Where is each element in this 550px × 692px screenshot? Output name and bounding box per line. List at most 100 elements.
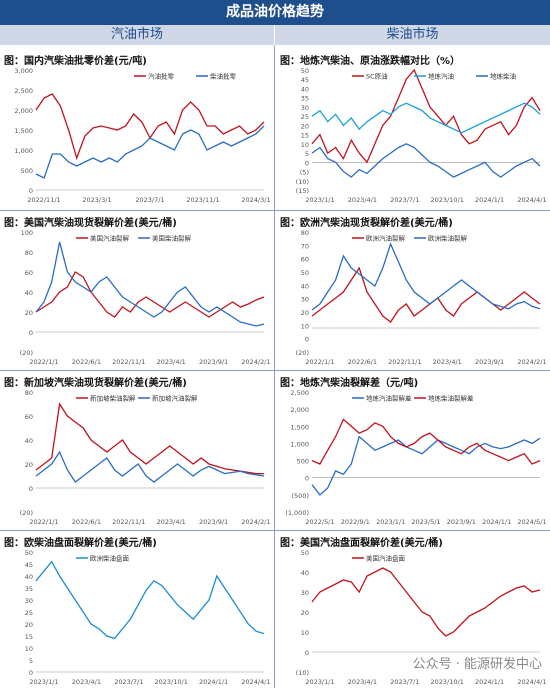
chart-title: 图：国内汽柴油批零价差(元/吨) (4, 56, 147, 67)
y-tick-label: 40 (301, 569, 309, 577)
series-line-0 (35, 93, 265, 161)
y-tick-label: 40 (25, 437, 33, 445)
x-tick-label: 2022/6/1 (72, 358, 101, 366)
series-line-2 (311, 143, 541, 178)
y-tick-label: 2,500 (290, 389, 309, 397)
y-tick-label: 5 (29, 657, 33, 665)
y-tick-label: 10 (301, 322, 309, 330)
x-tick-label: 2024/4/1 (241, 678, 270, 686)
x-tick-label: 2023/10/1 (431, 196, 464, 204)
legend-label: 欧洲汽油裂解 (366, 234, 406, 243)
chart-panel-p5: 图：新加坡汽柴油现货裂解价差(美元/桶) (20) 0 20 40 60 80 2022/1/… (0, 372, 274, 532)
x-tick-label: 2024/5/1 (517, 518, 546, 526)
y-tick-label: 0 (305, 475, 309, 483)
legend-label: 新加坡柴油裂解 (90, 394, 136, 403)
page-title: 成品油价格趋势 (0, 0, 550, 25)
y-tick-label: 20 (25, 621, 33, 629)
series-line-0 (311, 68, 541, 164)
legend-label: 地炼柴油 (490, 72, 516, 81)
legend-label: 汽油批零 (148, 72, 175, 81)
chart-title: 图：美国汽柴油现货裂解价差(美元/桶) (4, 218, 177, 229)
row-divider (0, 530, 550, 531)
x-tick-label: 2023/10/1 (431, 678, 464, 686)
y-tick-label: 20 (301, 309, 309, 317)
x-tick-label: 2022/1/1 (29, 358, 58, 366)
series-line-1 (311, 102, 541, 134)
row-divider (0, 210, 550, 211)
y-tick-label: (500) (292, 492, 309, 500)
y-tick-label: 30 (301, 104, 309, 112)
chart-panel-p2: 图：地炼汽柴油、原油涨跌幅对比（%） (15) (10) (5) 0 5 10 15 20 25 3… (276, 50, 550, 210)
y-tick-label: 45 (301, 76, 309, 84)
chart-title: 图：美国汽油盘面裂解价差(美元/桶) (280, 538, 443, 549)
series-line-0 (35, 402, 264, 475)
y-tick-label: 40 (25, 573, 33, 581)
y-tick-label: (20) (296, 349, 309, 357)
y-tick-label: 35 (301, 95, 309, 103)
legend-label: 地炼汽油 (428, 72, 454, 81)
series-line-1 (35, 450, 265, 483)
y-tick-label: 10 (301, 141, 309, 149)
line-chart: (20) 0 10 20 30 40 50 60 70 80 2022/1/1 2022/6/1 202… (296, 229, 547, 366)
x-tick-label: 2023/4/1 (433, 358, 462, 366)
x-tick-label: 2023/1/1 (305, 678, 334, 686)
y-tick-label: 50 (301, 549, 309, 557)
x-tick-label: 2023/1/1 (376, 518, 405, 526)
chart-title: 图：地炼汽柴油、原油涨跌幅对比（%） (280, 56, 461, 67)
y-tick-label: 35 (25, 585, 33, 593)
x-tick-label: 2024/1/1 (199, 678, 228, 686)
line-chart: (20) 0 20 40 60 80 100 2022/1/1 2022/6/1 2022/11/… (20, 229, 271, 366)
legend-label: 地炼汽油裂解差 (366, 394, 412, 403)
y-tick-label: 3,000 (14, 67, 33, 75)
legend-label: 欧洲柴油盘面 (90, 554, 130, 563)
y-tick-label: 80 (301, 229, 309, 237)
y-tick-label: (5) (300, 169, 309, 177)
x-tick-label: 2022/9/1 (341, 518, 370, 526)
y-tick-label: 50 (301, 269, 309, 277)
legend-label: 柴油批零 (210, 72, 237, 81)
line-chart: (20) 0 20 40 60 80 2022/1/1 2022/6/1 2022/11/1 20… (20, 389, 271, 526)
x-tick-label: 2024/2/1 (517, 358, 546, 366)
x-tick-label: 2022/1/1 (305, 358, 334, 366)
x-tick-label: 2024/1/1 (475, 678, 504, 686)
y-tick-label: 30 (301, 589, 309, 597)
legend-label: 美国汽油裂解 (90, 234, 130, 243)
y-tick-label: 1,000 (290, 440, 309, 448)
y-tick-label: 1,500 (290, 423, 309, 431)
y-tick-label: 2,000 (14, 107, 33, 115)
series-line-1 (35, 125, 265, 179)
line-chart: (1,000) (500) 0 500 1,000 1,500 2,000 2,500 2022… (285, 389, 546, 526)
y-tick-label: 0 (29, 669, 33, 677)
chart-title: 图：欧柴油盘面裂解价差(美元/桶) (4, 538, 157, 549)
line-chart: (10) 0 10 20 30 40 50 2023/1/1 2023/4/1 2023/7/1 2… (296, 549, 547, 686)
x-tick-label: 2024/4/1 (517, 678, 546, 686)
y-tick-label: 50 (301, 67, 309, 75)
y-tick-label: 0 (29, 329, 33, 337)
legend-label: 新加坡汽油裂解 (152, 394, 198, 403)
y-tick-label: 70 (301, 242, 309, 250)
y-tick-label: 20 (25, 309, 33, 317)
chart-panel-p1: 图：国内汽柴油批零价差(元/吨) 0 500 1,000 1,500 2,000 2,500… (0, 50, 274, 210)
chart-panel-p3: 图：美国汽柴油现货裂解价差(美元/桶) (20) 0 20 40 60 80 100 2022/… (0, 212, 274, 372)
x-tick-label: 2023/4/1 (157, 518, 186, 526)
y-tick-label: (15) (296, 187, 309, 195)
x-tick-label: 2022/11/1 (27, 196, 60, 204)
y-tick-label: (10) (296, 178, 309, 186)
x-tick-label: 2023/5/1 (411, 518, 440, 526)
x-tick-label: 2024/2/1 (241, 518, 270, 526)
x-tick-label: 2023/7/1 (390, 196, 419, 204)
x-tick-label: 2022/6/1 (72, 518, 101, 526)
gasoline-section-header: 汽油市场 (0, 25, 274, 45)
y-tick-label: 0 (29, 187, 33, 195)
chart-panel-p6: 图：地炼汽柴油裂解差（元/吨) (1,000) (500) 0 500 1,000 1,50… (276, 372, 550, 532)
y-tick-label: 30 (25, 597, 33, 605)
column-divider (274, 45, 275, 688)
legend-label: 美国汽油盘面 (366, 554, 406, 563)
x-tick-label: 2023/9/1 (447, 518, 476, 526)
y-tick-label: 10 (25, 645, 33, 653)
y-tick-label: 500 (297, 458, 309, 466)
x-tick-label: 2023/4/1 (348, 678, 377, 686)
y-tick-label: (1,000) (285, 509, 309, 517)
y-tick-label: 60 (25, 269, 33, 277)
x-tick-label: 2023/1/1 (29, 678, 58, 686)
